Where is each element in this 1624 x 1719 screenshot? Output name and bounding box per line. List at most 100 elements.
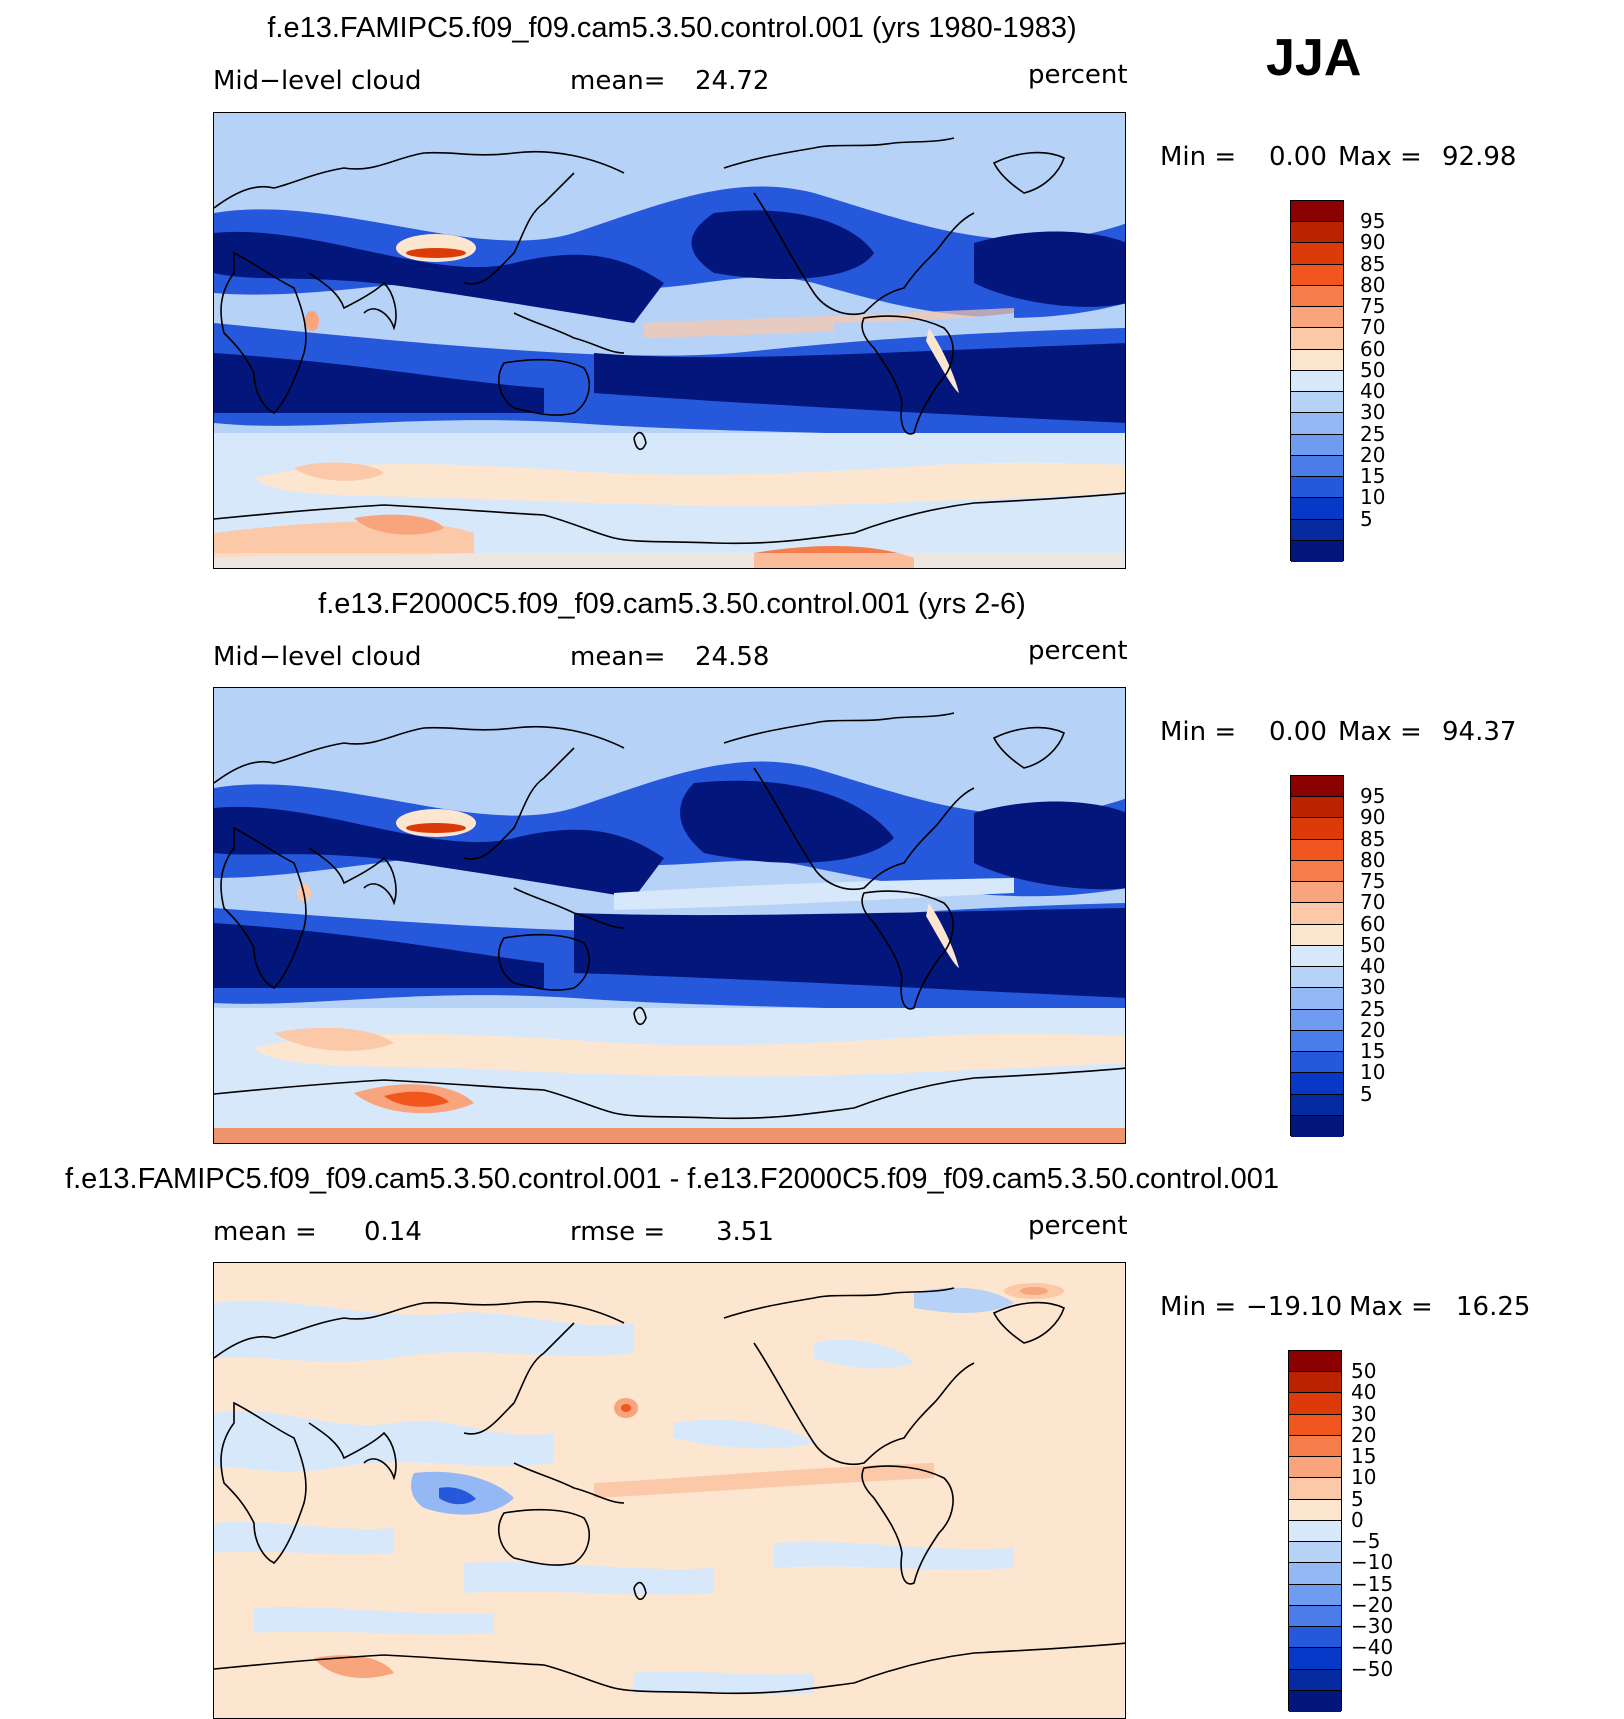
colorbar-tick-label: 25 <box>1360 996 1386 1021</box>
panel2-max-label: Max = <box>1338 717 1422 747</box>
colorbar-tick-label: 5 <box>1360 506 1373 531</box>
panel3-rmse-label: rmse = <box>570 1217 666 1247</box>
colorbar-tick-label: 20 <box>1360 1017 1386 1042</box>
colorbar-segment <box>1289 1372 1341 1394</box>
colorbar-tick-label: 90 <box>1360 230 1386 255</box>
colorbar-tick-label: 60 <box>1360 336 1386 361</box>
colorbar-tick-label: 20 <box>1351 1422 1377 1447</box>
colorbar-tick-label: −5 <box>1351 1529 1381 1554</box>
panel3-title: f.e13.FAMIPC5.f09_f09.cam5.3.50.control.… <box>65 1163 1279 1195</box>
panel2-colorbar <box>1290 775 1344 1137</box>
colorbar-tick-label: 85 <box>1360 251 1386 276</box>
panel3-units: percent <box>1028 1211 1128 1241</box>
colorbar-segment <box>1289 1563 1341 1585</box>
colorbar-segment <box>1291 264 1343 286</box>
colorbar-segment <box>1291 370 1343 393</box>
colorbar-segment <box>1291 1094 1343 1116</box>
panel2-min-label: Min = <box>1160 717 1237 747</box>
colorbar-tick-label: 50 <box>1360 932 1386 957</box>
colorbar-segment <box>1289 1351 1341 1373</box>
panel2-variable-label: Mid−level cloud <box>213 642 422 672</box>
colorbar-tick-label: −15 <box>1351 1571 1394 1596</box>
colorbar-tick-label: 90 <box>1360 805 1386 830</box>
colorbar-tick-label: 40 <box>1351 1380 1377 1405</box>
colorbar-segment <box>1291 328 1343 350</box>
colorbar-segment <box>1289 1393 1341 1415</box>
panel1-min-value: 0.00 <box>1269 142 1327 172</box>
colorbar-tick-label: 95 <box>1360 209 1386 234</box>
colorbar-tick-label: 30 <box>1351 1401 1377 1426</box>
panel1-units: percent <box>1028 60 1128 90</box>
colorbar-segment <box>1291 243 1343 265</box>
colorbar-segment <box>1291 903 1343 925</box>
colorbar-segment <box>1291 839 1343 861</box>
panel1-max-value: 92.98 <box>1442 142 1517 172</box>
colorbar-tick-label: 75 <box>1360 294 1386 319</box>
colorbar-segment <box>1291 1073 1343 1095</box>
colorbar-tick-label: 70 <box>1360 890 1386 915</box>
colorbar-segment <box>1291 455 1343 478</box>
colorbar-segment <box>1291 818 1343 840</box>
colorbar-tick-label: 75 <box>1360 869 1386 894</box>
panel1-variable-label: Mid−level cloud <box>213 66 422 96</box>
panel3-difference-field <box>214 1263 1125 1718</box>
colorbar-tick-label: 30 <box>1360 975 1386 1000</box>
colorbar-tick-label: 25 <box>1360 421 1386 446</box>
colorbar-segment <box>1291 201 1343 223</box>
colorbar-tick-label: 15 <box>1360 1039 1386 1064</box>
panel3-max-value: 16.25 <box>1456 1292 1531 1322</box>
colorbar-segment <box>1291 349 1343 371</box>
colorbar-segment <box>1291 1030 1343 1053</box>
colorbar-segment <box>1291 1009 1343 1031</box>
colorbar-segment <box>1291 392 1343 414</box>
colorbar-segment <box>1291 967 1343 989</box>
panel2-map <box>213 687 1126 1144</box>
colorbar-segment <box>1289 1435 1341 1458</box>
colorbar-segment <box>1289 1520 1341 1543</box>
colorbar-tick-label: 5 <box>1360 1081 1373 1106</box>
colorbar-segment <box>1291 285 1343 308</box>
colorbar-tick-label: 80 <box>1360 847 1386 872</box>
colorbar-segment <box>1291 307 1343 329</box>
colorbar-tick-label: 70 <box>1360 315 1386 340</box>
colorbar-segment <box>1291 498 1343 520</box>
colorbar-segment <box>1289 1457 1341 1479</box>
colorbar-segment <box>1291 540 1343 562</box>
colorbar-segment <box>1291 413 1343 435</box>
panel2-units: percent <box>1028 636 1128 666</box>
colorbar-tick-label: 10 <box>1360 485 1386 510</box>
colorbar-segment <box>1289 1690 1341 1712</box>
colorbar-tick-label: 15 <box>1351 1444 1377 1469</box>
panel2-max-value: 94.37 <box>1442 717 1517 747</box>
panel1-map <box>213 112 1126 569</box>
colorbar-segment <box>1289 1648 1341 1670</box>
colorbar-segment <box>1291 477 1343 499</box>
colorbar-tick-label: 0 <box>1351 1507 1364 1532</box>
panel1-colorbar <box>1290 200 1344 562</box>
colorbar-tick-label: 10 <box>1360 1060 1386 1085</box>
colorbar-segment <box>1291 924 1343 946</box>
colorbar-tick-label: 85 <box>1360 826 1386 851</box>
panel3-colorbar <box>1288 1350 1342 1712</box>
colorbar-segment <box>1291 797 1343 819</box>
panel3-min-label: Min = <box>1160 1292 1237 1322</box>
colorbar-segment <box>1289 1584 1341 1606</box>
panel3-mean-label: mean = <box>213 1217 317 1247</box>
colorbar-tick-label: −50 <box>1351 1656 1394 1681</box>
colorbar-tick-label: 95 <box>1360 784 1386 809</box>
colorbar-segment <box>1289 1414 1341 1436</box>
colorbar-segment <box>1289 1478 1341 1500</box>
colorbar-tick-label: −10 <box>1351 1550 1394 1575</box>
colorbar-segment <box>1289 1605 1341 1628</box>
colorbar-segment <box>1289 1542 1341 1564</box>
colorbar-tick-label: −40 <box>1351 1635 1394 1660</box>
colorbar-tick-label: 10 <box>1351 1465 1377 1490</box>
colorbar-tick-label: 50 <box>1351 1359 1377 1384</box>
panel3-mean-value: 0.14 <box>364 1217 422 1247</box>
colorbar-segment <box>1289 1627 1341 1649</box>
colorbar-tick-label: 60 <box>1360 911 1386 936</box>
panel1-mean-value: 24.72 <box>695 66 770 96</box>
colorbar-tick-label: 50 <box>1360 357 1386 382</box>
colorbar-segment <box>1291 519 1343 541</box>
colorbar-segment <box>1291 1115 1343 1137</box>
